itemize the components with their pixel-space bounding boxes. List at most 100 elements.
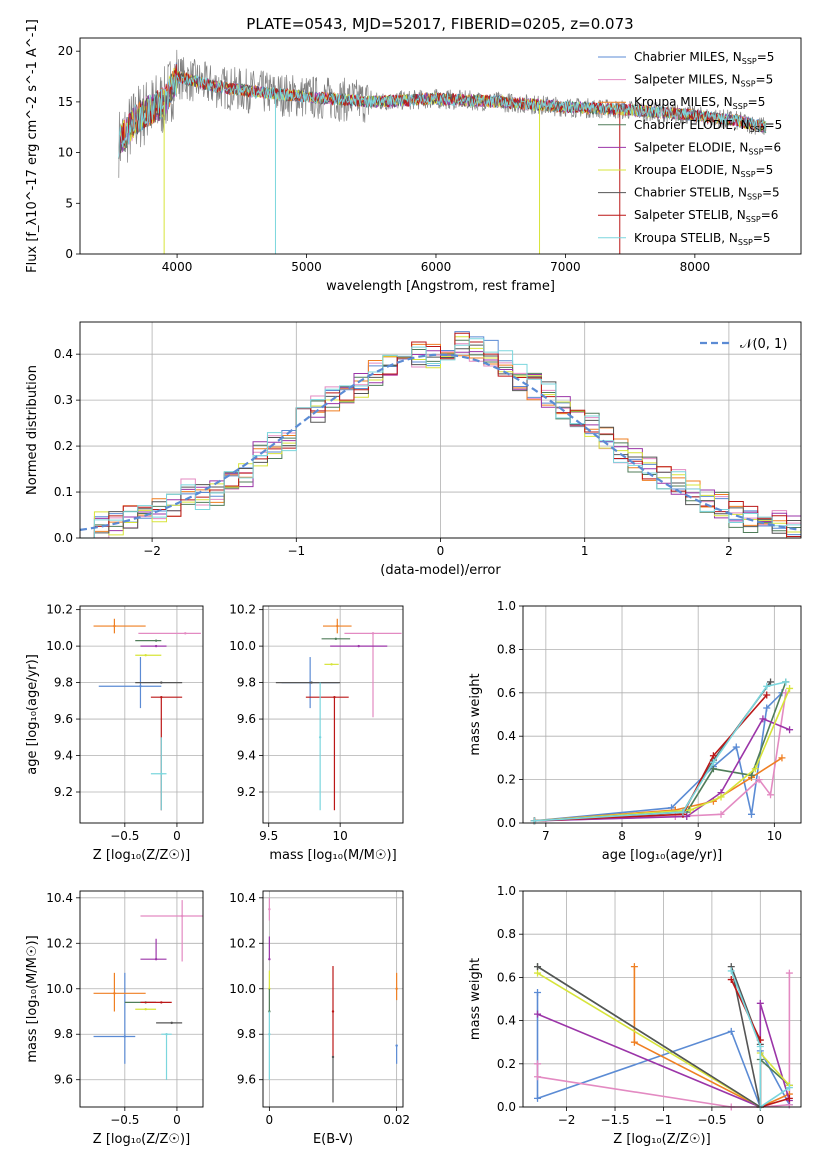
y-tick-label: 0.6 xyxy=(497,970,516,984)
spectrum-model-line xyxy=(118,74,767,159)
x-tick-label: 0.02 xyxy=(383,1113,410,1127)
plus-marker xyxy=(751,765,759,773)
plus-marker xyxy=(534,1010,542,1018)
mass-vs-Z-plot xyxy=(93,900,203,1080)
y-tick-label: 9.6 xyxy=(237,1073,256,1087)
legend-label: Chabrier ELODIE, NSSP=5 xyxy=(634,118,782,134)
plus-marker xyxy=(767,791,775,799)
y-tick-label: 10.0 xyxy=(46,639,73,653)
plus-marker xyxy=(759,715,767,723)
x-tick-label: 9.5 xyxy=(259,829,278,843)
data-point xyxy=(336,624,339,628)
data-point xyxy=(139,685,142,688)
plus-marker xyxy=(756,1043,764,1051)
data-point xyxy=(333,695,336,699)
data-point xyxy=(144,654,147,657)
mass-vs-EBV-xlabel: E(B-V) xyxy=(313,1132,353,1147)
legend-subscript: SSP xyxy=(738,238,753,247)
legend-subscript: SSP xyxy=(733,102,748,111)
y-tick-label: 1.0 xyxy=(497,599,516,613)
y-tick-label: 9.6 xyxy=(54,1073,73,1087)
age-vs-mass-xlabel: mass [log₁₀(M/M☉)] xyxy=(269,848,396,863)
data-point xyxy=(113,624,116,628)
data-point xyxy=(318,736,322,739)
x-tick-label: −0.5 xyxy=(110,829,139,843)
y-tick-label: 9.6 xyxy=(237,712,256,726)
plus-marker xyxy=(767,678,775,686)
data-point xyxy=(154,958,158,961)
plus-marker xyxy=(785,1094,793,1102)
residuals-frame xyxy=(79,321,802,539)
spectrum-plot xyxy=(118,49,767,254)
mass-weight-vs-age-plot xyxy=(530,678,794,825)
mass-weight-vs-age-ylabel: mass weight xyxy=(468,673,483,755)
y-tick-label: 9.8 xyxy=(54,1027,73,1041)
series-line xyxy=(730,970,790,1109)
x-tick-label: −1.5 xyxy=(600,1113,629,1127)
x-tick-label: 7000 xyxy=(550,260,581,274)
data-point xyxy=(113,992,116,995)
age-vs-mass-plot xyxy=(275,618,402,811)
data-point xyxy=(160,695,163,699)
x-tick-label: 0 xyxy=(266,1113,274,1127)
legend-label: Kroupa ELODIE, NSSP=5 xyxy=(634,163,773,179)
y-tick-label: 0.8 xyxy=(497,642,516,656)
plus-marker xyxy=(755,776,763,784)
x-tick-label: −0.5 xyxy=(110,1113,139,1127)
plus-marker xyxy=(785,1084,793,1092)
data-point xyxy=(180,914,184,918)
data-point xyxy=(357,644,360,648)
y-tick-label: 10 xyxy=(58,146,73,160)
y-tick-label: 10.2 xyxy=(229,603,256,617)
x-tick-label: 0 xyxy=(173,829,181,843)
mass-weight-vs-Z-axes: −2 −1.5 −1 −0.5 0 0.0 0.2 0.4 0.6 0.8 1.0 xyxy=(497,884,801,1127)
mass-vs-Z-axes: −0.5 0 9.6 9.8 10.0 10.2 10.4 xyxy=(46,891,203,1127)
age-vs-mass-frame xyxy=(262,605,404,824)
y-tick-label: 9.4 xyxy=(237,749,256,763)
legend-label: Salpeter STELIB, NSSP=6 xyxy=(634,208,778,224)
y-tick-label: 9.4 xyxy=(54,749,73,763)
data-point xyxy=(395,987,398,990)
mass-weight-vs-Z-frame xyxy=(522,890,802,1108)
y-tick-label: 10.0 xyxy=(229,639,256,653)
mass-weight-vs-age-axes: 7 8 9 10 0.0 0.2 0.4 0.6 0.8 1.0 xyxy=(497,599,801,843)
residuals-plot xyxy=(79,331,802,539)
y-tick-label: 0.2 xyxy=(497,773,516,787)
y-tick-label: 0.1 xyxy=(54,485,73,499)
legend-subscript: SSP xyxy=(750,125,765,134)
y-tick-label: 9.6 xyxy=(54,712,73,726)
x-tick-label: 0 xyxy=(173,1113,181,1127)
series-line xyxy=(534,694,768,822)
y-tick-label: 0.6 xyxy=(497,686,516,700)
y-tick-label: 0.4 xyxy=(497,729,516,743)
x-tick-label: −2 xyxy=(558,1113,576,1127)
legend-value: =5 xyxy=(756,163,774,177)
y-tick-label: 0 xyxy=(65,247,73,261)
y-tick-label: 0.8 xyxy=(497,927,516,941)
x-tick-label: 1 xyxy=(581,544,589,558)
legend-label: Kroupa MILES, NSSP=5 xyxy=(634,95,765,111)
y-tick-label: 10.0 xyxy=(229,982,256,996)
y-tick-label: 9.2 xyxy=(237,785,256,799)
y-tick-label: 9.2 xyxy=(54,785,73,799)
data-point xyxy=(165,1033,168,1036)
x-tick-label: −1 xyxy=(655,1113,673,1127)
legend-label: 𝒩(0, 1) xyxy=(740,337,787,352)
plus-marker xyxy=(709,765,717,773)
legend-subscript: SSP xyxy=(741,170,756,179)
spectrum-title: PLATE=0543, MJD=52017, FIBERID=0205, z=0… xyxy=(246,15,633,33)
x-tick-label: 6000 xyxy=(421,260,452,274)
x-tick-label: 0 xyxy=(756,1113,764,1127)
data-point xyxy=(268,1033,271,1036)
series-line xyxy=(536,992,791,1108)
plus-marker xyxy=(763,704,771,712)
plus-marker xyxy=(630,963,638,971)
legend-label: Salpeter MILES, NSSP=5 xyxy=(634,73,773,89)
plus-marker xyxy=(534,963,542,971)
mass-vs-Z-frame xyxy=(79,890,204,1108)
spectrum-axes: 4000 5000 6000 7000 8000 0 5 10 15 20 xyxy=(58,44,710,274)
y-tick-label: 9.8 xyxy=(237,676,256,690)
plus-marker xyxy=(709,752,717,760)
y-tick-label: 9.8 xyxy=(54,676,73,690)
